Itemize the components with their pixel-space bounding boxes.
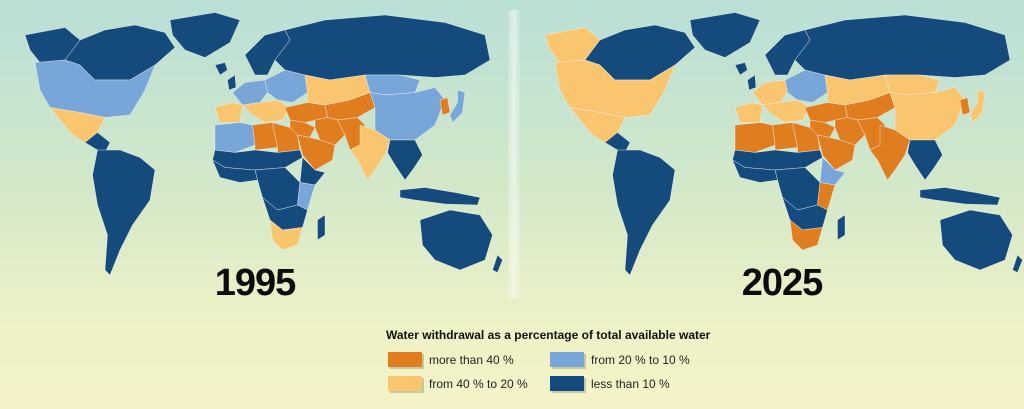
region-italy-balkans bbox=[762, 99, 811, 123]
legend-item-less-than-10: less than 10 % bbox=[550, 376, 670, 391]
region-australia bbox=[939, 209, 1013, 271]
region-south-africa bbox=[269, 219, 303, 251]
region-russia bbox=[274, 14, 491, 81]
legend-item-40-to-20: from 40 % to 20 % bbox=[388, 376, 528, 391]
region-north-africa-west bbox=[214, 122, 256, 153]
region-east-africa bbox=[297, 182, 316, 211]
legend-item-20-to-10: from 20 % to 10 % bbox=[550, 352, 690, 367]
region-mongolia bbox=[884, 74, 941, 96]
world-map-2025 bbox=[520, 0, 1024, 300]
region-east-africa bbox=[817, 182, 836, 211]
legend-label: more than 40 % bbox=[429, 352, 514, 367]
legend-swatch bbox=[388, 352, 422, 367]
region-iceland-uk bbox=[214, 62, 237, 91]
region-new-zealand bbox=[1012, 254, 1023, 273]
region-korea bbox=[959, 97, 971, 116]
region-japan bbox=[969, 89, 986, 123]
year-label-1995: 1995 bbox=[214, 262, 297, 304]
legend-label: less than 10 % bbox=[591, 376, 670, 391]
region-greenland bbox=[169, 12, 241, 58]
region-central-africa bbox=[774, 167, 821, 211]
region-west-europe bbox=[232, 79, 268, 106]
region-italy-balkans bbox=[242, 99, 291, 123]
region-south-africa bbox=[789, 219, 823, 251]
region-madagascar bbox=[317, 214, 326, 241]
region-sahel bbox=[732, 149, 823, 171]
world-map-svg-2025 bbox=[544, 12, 1023, 276]
region-north-africa-west bbox=[734, 122, 776, 153]
region-indonesia bbox=[399, 187, 481, 206]
region-india bbox=[349, 124, 391, 181]
region-east-europe bbox=[264, 69, 308, 103]
panel-divider bbox=[508, 10, 520, 298]
region-iran bbox=[314, 117, 346, 146]
region-south-america bbox=[92, 149, 156, 276]
region-sahel bbox=[212, 149, 303, 171]
region-southeast-asia bbox=[907, 139, 943, 181]
region-iran bbox=[834, 117, 866, 146]
world-map-1995 bbox=[0, 0, 510, 300]
region-japan bbox=[449, 89, 466, 123]
legend-label: from 20 % to 10 % bbox=[591, 352, 690, 367]
region-madagascar bbox=[837, 214, 846, 241]
legend-swatch bbox=[388, 376, 422, 391]
region-north-africa-east bbox=[252, 122, 278, 151]
year-label-2025: 2025 bbox=[741, 262, 824, 304]
world-map-svg-1995 bbox=[24, 12, 503, 276]
legend-item-more-than-40: more than 40 % bbox=[388, 352, 514, 367]
region-central-america bbox=[604, 132, 631, 153]
map-legend: Water withdrawal as a percentage of tota… bbox=[386, 328, 786, 391]
region-east-europe bbox=[784, 69, 828, 103]
region-new-zealand bbox=[492, 254, 503, 273]
region-central-africa bbox=[254, 167, 301, 211]
region-central-america bbox=[84, 132, 111, 153]
region-arabia bbox=[817, 134, 856, 171]
region-south-america bbox=[612, 149, 676, 276]
region-russia bbox=[794, 14, 1011, 81]
region-iceland-uk bbox=[734, 62, 757, 91]
region-mongolia bbox=[364, 74, 421, 96]
legend-title: Water withdrawal as a percentage of tota… bbox=[386, 328, 711, 342]
region-china bbox=[889, 87, 966, 141]
region-horn-of-africa bbox=[819, 157, 846, 186]
region-southeast-asia bbox=[387, 139, 423, 181]
region-korea bbox=[439, 97, 451, 116]
region-arabia bbox=[297, 134, 336, 171]
region-iberia bbox=[214, 102, 243, 123]
region-iberia bbox=[734, 102, 763, 123]
legend-swatch bbox=[550, 352, 584, 367]
region-australia bbox=[419, 209, 493, 271]
region-greenland bbox=[689, 12, 761, 58]
region-china bbox=[369, 87, 446, 141]
legend-label: from 40 % to 20 % bbox=[429, 376, 528, 391]
region-horn-of-africa bbox=[299, 157, 326, 186]
region-indonesia bbox=[919, 187, 1001, 206]
region-india bbox=[869, 124, 911, 181]
region-west-europe bbox=[752, 79, 788, 106]
region-north-africa-east bbox=[772, 122, 798, 151]
legend-swatch bbox=[550, 376, 584, 391]
